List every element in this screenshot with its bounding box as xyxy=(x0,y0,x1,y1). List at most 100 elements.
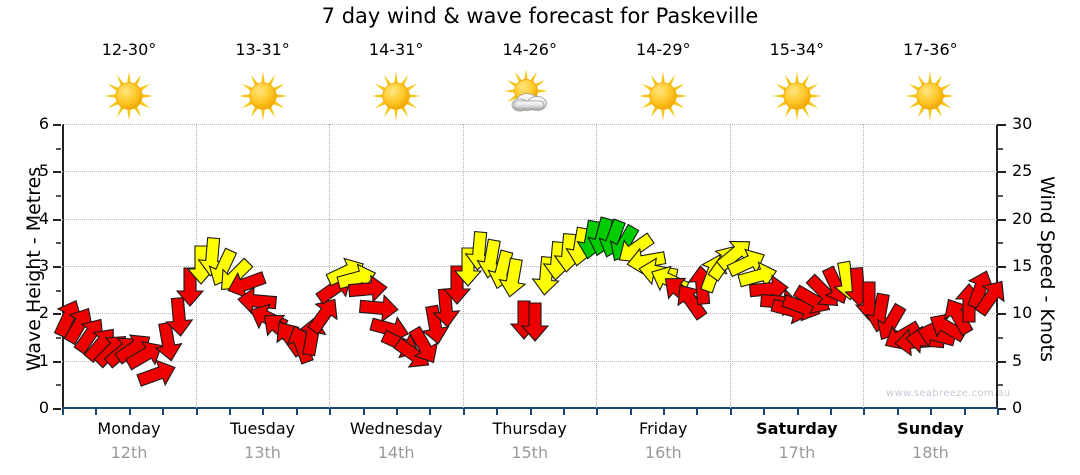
day-temperature-range: 17-36° xyxy=(903,40,958,59)
x-axis-tick xyxy=(62,408,64,415)
wind-arrow xyxy=(175,266,205,308)
x-axis-tick xyxy=(329,408,332,415)
day-date-label: 12th xyxy=(110,443,148,462)
wind-arrow xyxy=(125,334,163,376)
y-axis-left-tick xyxy=(53,266,61,268)
partly-cloudy-icon xyxy=(463,70,597,122)
horizontal-gridline xyxy=(62,218,997,220)
x-axis-tick xyxy=(863,408,866,415)
y-axis-right-tick-label: 20 xyxy=(1012,208,1033,228)
y-axis-left-minor-tick xyxy=(56,289,61,292)
y-axis-left-tick xyxy=(53,408,61,410)
x-axis-tick xyxy=(395,408,398,415)
x-axis-tick xyxy=(663,408,666,415)
y-axis-right-tick xyxy=(998,408,1006,410)
wind-arrow xyxy=(520,301,550,343)
x-axis-tick xyxy=(896,408,899,415)
y-axis-right-tick xyxy=(998,313,1006,316)
wind-arrow xyxy=(164,296,194,338)
x-axis-tick xyxy=(496,408,499,415)
day-temperature-range: 13-31° xyxy=(235,40,290,59)
y-axis-left-tick-label: 3 xyxy=(38,256,49,275)
y-axis-right-tick xyxy=(998,124,1006,126)
day-temperature-range: 14-26° xyxy=(502,40,557,59)
x-axis-tick xyxy=(462,408,465,415)
plot-area: 0 1 2 3 4 5 6 0 5 10 15 20 25 30 xyxy=(39,116,1033,416)
y-axis-right-minor-tick xyxy=(998,242,1003,245)
wind-arrow xyxy=(153,321,183,363)
y-axis-right-tick xyxy=(998,171,1006,174)
horizontal-gridline xyxy=(62,171,997,173)
watermark: www.seabreeze.com.au xyxy=(886,388,1011,399)
sunny-icon xyxy=(62,70,196,122)
day-date-label: 15th xyxy=(511,443,549,462)
day-name-label: Friday xyxy=(639,419,688,438)
y-axis-right-minor-tick xyxy=(998,195,1003,197)
wind-arrow xyxy=(135,353,176,395)
y-axis-left-tick-label: 2 xyxy=(38,303,49,323)
horizontal-gridline xyxy=(62,360,997,362)
x-axis-tick xyxy=(596,408,599,415)
x-axis-tick xyxy=(128,408,131,415)
x-axis-tick xyxy=(763,408,766,415)
wind-arrow xyxy=(408,325,439,367)
x-axis-tick xyxy=(162,408,165,415)
sunny-icon xyxy=(329,70,463,122)
sunny-icon xyxy=(863,70,997,122)
x-axis-tick xyxy=(228,408,231,415)
x-axis-tick xyxy=(997,408,999,415)
y-axis-right-minor-tick xyxy=(998,147,1003,150)
y-axis-left-minor-tick xyxy=(56,195,61,197)
x-axis-tick xyxy=(963,408,966,415)
x-axis-tick xyxy=(529,408,532,415)
x-axis-tick xyxy=(262,408,265,415)
y-axis-right-tick-label: 15 xyxy=(1012,256,1033,275)
day-name-label: Monday xyxy=(97,419,161,438)
day-boundary-gridline xyxy=(863,124,865,408)
y-axis-left-minor-tick xyxy=(56,147,61,150)
y-axis-left-tick-label: 4 xyxy=(38,208,49,228)
y-axis-left-tick xyxy=(53,313,61,316)
y-axis-left-tick xyxy=(53,360,61,363)
day-date-label: 17th xyxy=(778,443,816,462)
y-axis-left-tick-label: 5 xyxy=(38,161,49,181)
day-temperature-range: 12-30° xyxy=(101,40,157,59)
x-axis-tick xyxy=(629,408,632,415)
y-axis-left-tick-label: 0 xyxy=(38,398,49,417)
day-date-label: 14th xyxy=(377,443,415,462)
y-axis-left-tick-label: 6 xyxy=(38,114,49,133)
horizontal-gridline xyxy=(62,266,997,267)
y-axis-right-tick-label: 5 xyxy=(1012,350,1023,370)
page-title: 7 day wind & wave forecast for Paskevill… xyxy=(321,4,759,28)
horizontal-gridline xyxy=(62,124,997,125)
y-axis-right-tick xyxy=(998,266,1006,268)
y-axis-left-tick-label: 1 xyxy=(38,350,49,370)
y-axis-right-tick xyxy=(998,218,1006,221)
sunny-icon xyxy=(596,70,730,122)
wind-arrow xyxy=(306,294,339,336)
wind-arrow xyxy=(498,257,528,299)
day-date-label: 13th xyxy=(244,443,281,462)
x-axis-tick xyxy=(729,408,732,415)
y-axis-right-tick-label: 0 xyxy=(1012,398,1023,417)
wind-arrow xyxy=(348,268,388,310)
y-axis-left-tick xyxy=(53,124,61,126)
day-boundary-gridline xyxy=(596,124,598,408)
day-name-label: Sunday xyxy=(897,419,964,438)
day-temperature-range: 14-29° xyxy=(636,40,691,59)
day-name-label: Saturday xyxy=(756,419,838,438)
sunny-icon xyxy=(730,70,864,122)
y-axis-left-tick xyxy=(53,218,61,221)
wind-arrow xyxy=(974,276,1006,318)
y-axis-left-minor-tick xyxy=(56,384,61,387)
y-axis-right-tick-label: 10 xyxy=(1012,303,1033,323)
wind-arrow xyxy=(442,264,472,306)
x-axis-tick xyxy=(696,408,699,415)
x-axis-tick xyxy=(195,408,198,415)
day-name-label: Thursday xyxy=(492,419,567,438)
y-axis-right-line xyxy=(996,124,998,409)
y-axis-left-tick xyxy=(53,171,61,174)
wind-arrow xyxy=(453,246,483,288)
y-axis-right-minor-tick xyxy=(998,384,1003,387)
